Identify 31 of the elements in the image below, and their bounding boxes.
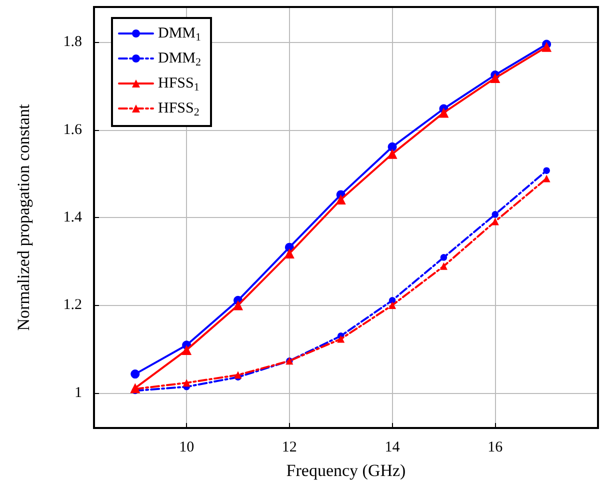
y-tick-label: 1.4 xyxy=(63,210,82,226)
point xyxy=(440,254,448,261)
point xyxy=(284,248,294,258)
point xyxy=(542,174,550,182)
point xyxy=(543,167,550,174)
point xyxy=(490,73,500,84)
point xyxy=(234,371,242,379)
x-tick-label: 14 xyxy=(384,440,400,456)
x-tick-label: 12 xyxy=(282,440,297,456)
point xyxy=(233,300,243,310)
point xyxy=(182,379,190,387)
y-tick-label: 1.2 xyxy=(63,297,82,314)
point xyxy=(182,344,192,355)
point xyxy=(542,42,552,52)
point xyxy=(387,148,398,159)
point xyxy=(388,301,396,309)
point xyxy=(440,262,448,270)
point xyxy=(388,142,397,152)
x-axis-title: Frequency (GHz) xyxy=(286,461,406,480)
point xyxy=(130,370,140,379)
y-tick-label: 1.6 xyxy=(63,122,82,138)
point xyxy=(491,218,499,226)
point xyxy=(337,335,345,343)
point xyxy=(336,194,346,205)
point xyxy=(492,211,499,218)
x-tick-label: 10 xyxy=(179,440,194,456)
x-tick-label: 16 xyxy=(488,440,504,456)
y-tick-label: 1 xyxy=(74,384,82,401)
point xyxy=(438,108,449,118)
y-axis-title: Normalized propagation constant xyxy=(14,104,33,331)
y-tick-label: 1.8 xyxy=(63,34,82,50)
